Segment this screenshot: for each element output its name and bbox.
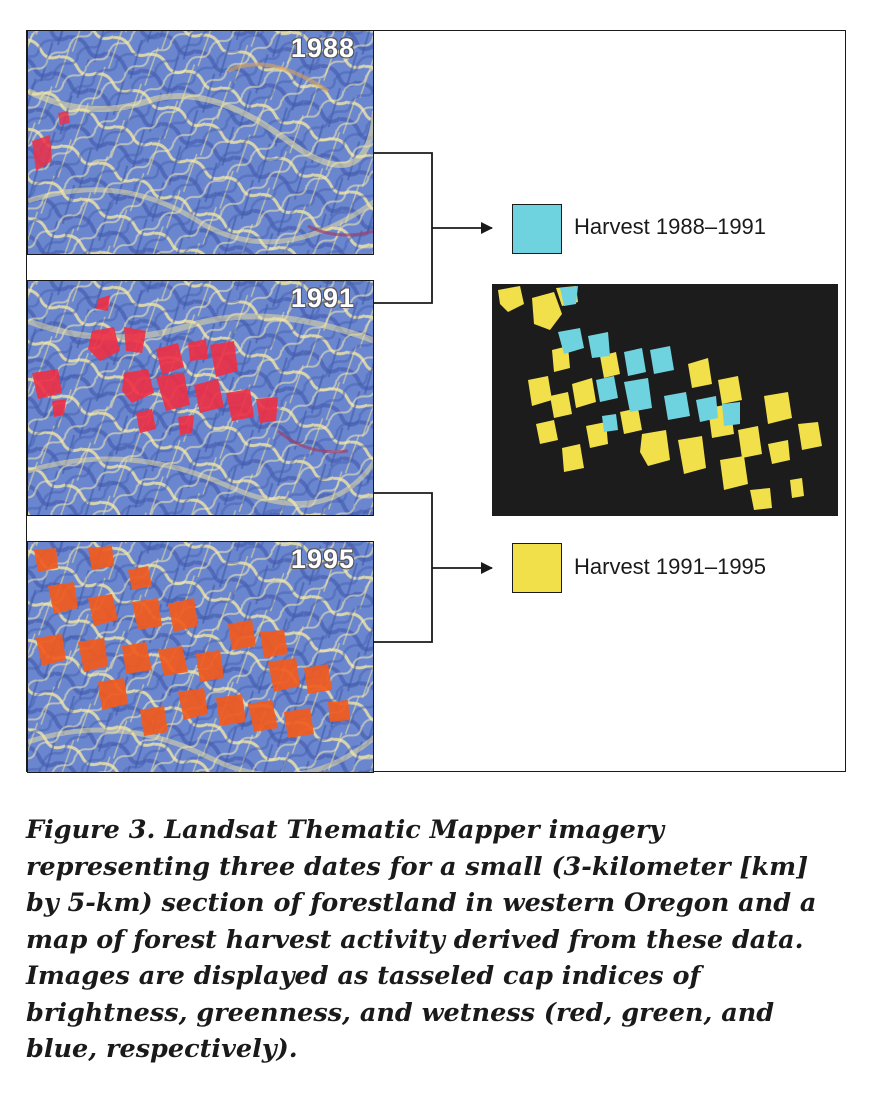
harvest-patch [268,658,300,692]
image-year-label: 1988 [290,33,355,63]
harvest-1988-1991-patch [624,348,646,376]
harvest-patch [256,397,278,423]
harvest-patch [304,664,332,694]
harvest-1988-1991-patch [696,396,718,422]
legend-label-1991-1995: Harvest 1991–1995 [574,554,767,579]
harvest-patch [228,620,256,650]
harvest-patch [178,415,194,435]
harvest-patch [122,642,152,674]
harvest-1991-1995-patch [620,408,642,434]
harvest-patch [216,694,246,726]
harvest-patch [32,369,62,399]
image-year-label: 1991 [290,283,355,313]
harvest-1991-1995-patch [738,426,762,458]
harvest-patch [168,598,198,632]
harvest-1991-1995-patch [790,478,804,498]
legend-label-1988-1991: Harvest 1988–1991 [574,214,767,239]
harvest-1991-1995-patch [720,456,748,490]
landsat-image-1995: 1995 [27,541,374,773]
harvest-patch [226,389,254,421]
harvest-1991-1995-patch [764,392,792,424]
harvest-1988-1991-patch [664,392,690,420]
harvest-patch [88,327,120,361]
harvest-activity-map [492,284,838,516]
harvest-patch [158,646,188,676]
harvest-1991-1995-patch [640,430,670,466]
harvest-patch [52,399,66,417]
harvest-patch [124,327,146,353]
harvest-patch [188,339,208,361]
harvest-patch [136,409,156,433]
harvest-1991-1995-patch [536,420,558,444]
harvest-1988-1991-patch [650,346,674,374]
harvest-1991-1995-patch [600,352,620,378]
harvest-patch [34,548,58,572]
terrain-texture-1995 [28,542,373,772]
arrowhead-icon [481,222,493,234]
harvest-patch [132,598,162,630]
harvest-1991-1995-patch [768,440,790,464]
harvest-patch [178,688,208,720]
image-year-label: 1995 [290,544,355,574]
landsat-image-1991: 1991 [27,280,374,516]
harvest-1988-1991-patch [596,376,618,402]
legend-swatch-1991-1995 [512,543,562,593]
harvest-1988-1991-patch [560,286,578,306]
harvest-patch [98,678,128,710]
terrain-texture-1988 [28,31,373,254]
harvest-patch [88,594,118,626]
harvest-patch [32,135,52,171]
landsat-image-1988: 1988 [27,30,374,255]
harvest-patch [196,650,224,682]
harvest-1988-1991-patch [602,414,618,432]
harvest-patch [128,566,152,590]
bracket-1988-1991 [374,152,433,304]
bracket-1991-1995 [374,492,433,643]
harvest-1991-1995-patch [750,488,772,510]
harvest-patch [48,582,78,614]
harvest-1988-1991-patch [558,328,584,354]
legend-swatch-1988-1991 [512,204,562,254]
harvest-patch [36,634,66,666]
harvest-patch [156,373,190,411]
harvest-1991-1995-patch [688,358,712,388]
harvest-patch [122,369,154,403]
harvest-1991-1995-patch [678,436,706,474]
harvest-1991-1995-patch [550,392,572,418]
harvest-patch [58,111,70,125]
harvest-patch [96,295,110,311]
harvest-patch [284,708,314,738]
harvest-1991-1995-patch [498,286,524,312]
harvest-patch [260,630,288,658]
harvest-map-shapes [498,286,822,510]
harvest-patch [328,700,350,722]
harvest-1991-1995-patch [532,292,562,330]
harvest-1991-1995-patch [572,378,596,408]
harvest-patch [88,546,114,570]
harvest-1988-1991-patch [588,332,610,358]
harvest-patch [156,343,184,375]
harvest-1991-1995-patch [528,376,552,406]
harvest-1991-1995-patch [798,422,822,450]
harvest-patch [248,700,278,732]
harvest-1991-1995-patch [718,376,742,404]
harvest-1991-1995-patch [586,422,608,448]
figure-caption: Figure 3. Landsat Thematic Mapper imager… [26,815,817,1064]
harvest-1988-1991-patch [722,402,740,426]
harvest-1991-1995-patch [562,444,584,472]
harvest-patch [210,341,238,377]
harvest-patch [78,638,108,672]
harvest-1988-1991-patch [624,378,652,412]
terrain-texture-1991 [28,281,373,515]
harvest-patch [140,706,168,736]
harvest-patch [194,379,224,413]
arrowhead-icon [481,562,493,574]
